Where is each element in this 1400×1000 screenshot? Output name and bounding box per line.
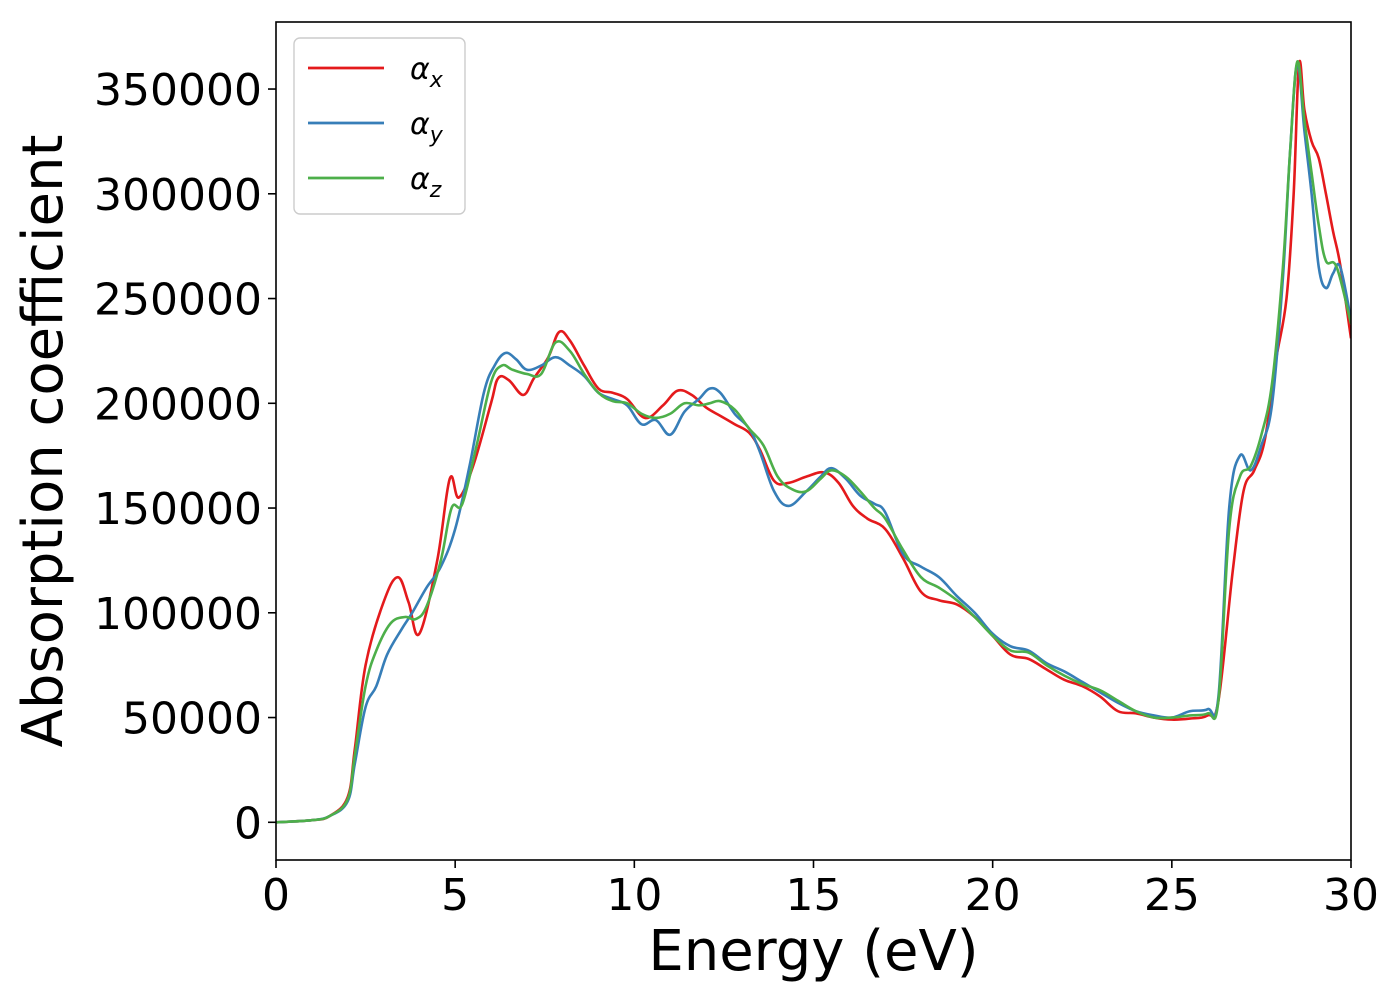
x-tick-label: 15 bbox=[786, 870, 842, 921]
y-tick-label: 350000 bbox=[94, 65, 262, 116]
plot-area bbox=[275, 21, 1352, 861]
legend-label-x: αx bbox=[410, 52, 444, 93]
legend: αx αy αz bbox=[293, 37, 466, 215]
series-line-y bbox=[276, 62, 1351, 824]
x-axis-title: Energy (eV) bbox=[648, 919, 978, 984]
x-tick-label: 5 bbox=[441, 870, 469, 921]
y-tick-label: 0 bbox=[234, 798, 262, 849]
y-tick-label: 300000 bbox=[94, 170, 262, 221]
legend-label-y: αy bbox=[410, 107, 444, 148]
x-axis-ticks: 0 5 10 15 20 25 30 bbox=[262, 860, 1379, 921]
x-tick-label: 25 bbox=[1144, 870, 1200, 921]
legend-box bbox=[293, 37, 466, 215]
y-axis-ticks: 0 50000 100000 150000 200000 250000 300000 3500… bbox=[94, 65, 276, 849]
x-tick-label: 30 bbox=[1323, 870, 1379, 921]
y-tick-label: 250000 bbox=[94, 275, 262, 326]
series-line-z bbox=[276, 60, 1351, 824]
legend-label-z: αz bbox=[410, 162, 442, 203]
y-tick-label: 50000 bbox=[122, 694, 262, 745]
y-tick-label: 200000 bbox=[94, 379, 262, 430]
y-tick-label: 150000 bbox=[94, 484, 262, 535]
x-tick-label: 10 bbox=[606, 870, 662, 921]
x-tick-label: 0 bbox=[262, 870, 290, 921]
x-tick-label: 20 bbox=[965, 870, 1021, 921]
series-layer bbox=[276, 59, 1351, 824]
y-tick-label: 100000 bbox=[94, 589, 262, 640]
y-axis-title: Absorption coefficient bbox=[11, 135, 76, 748]
